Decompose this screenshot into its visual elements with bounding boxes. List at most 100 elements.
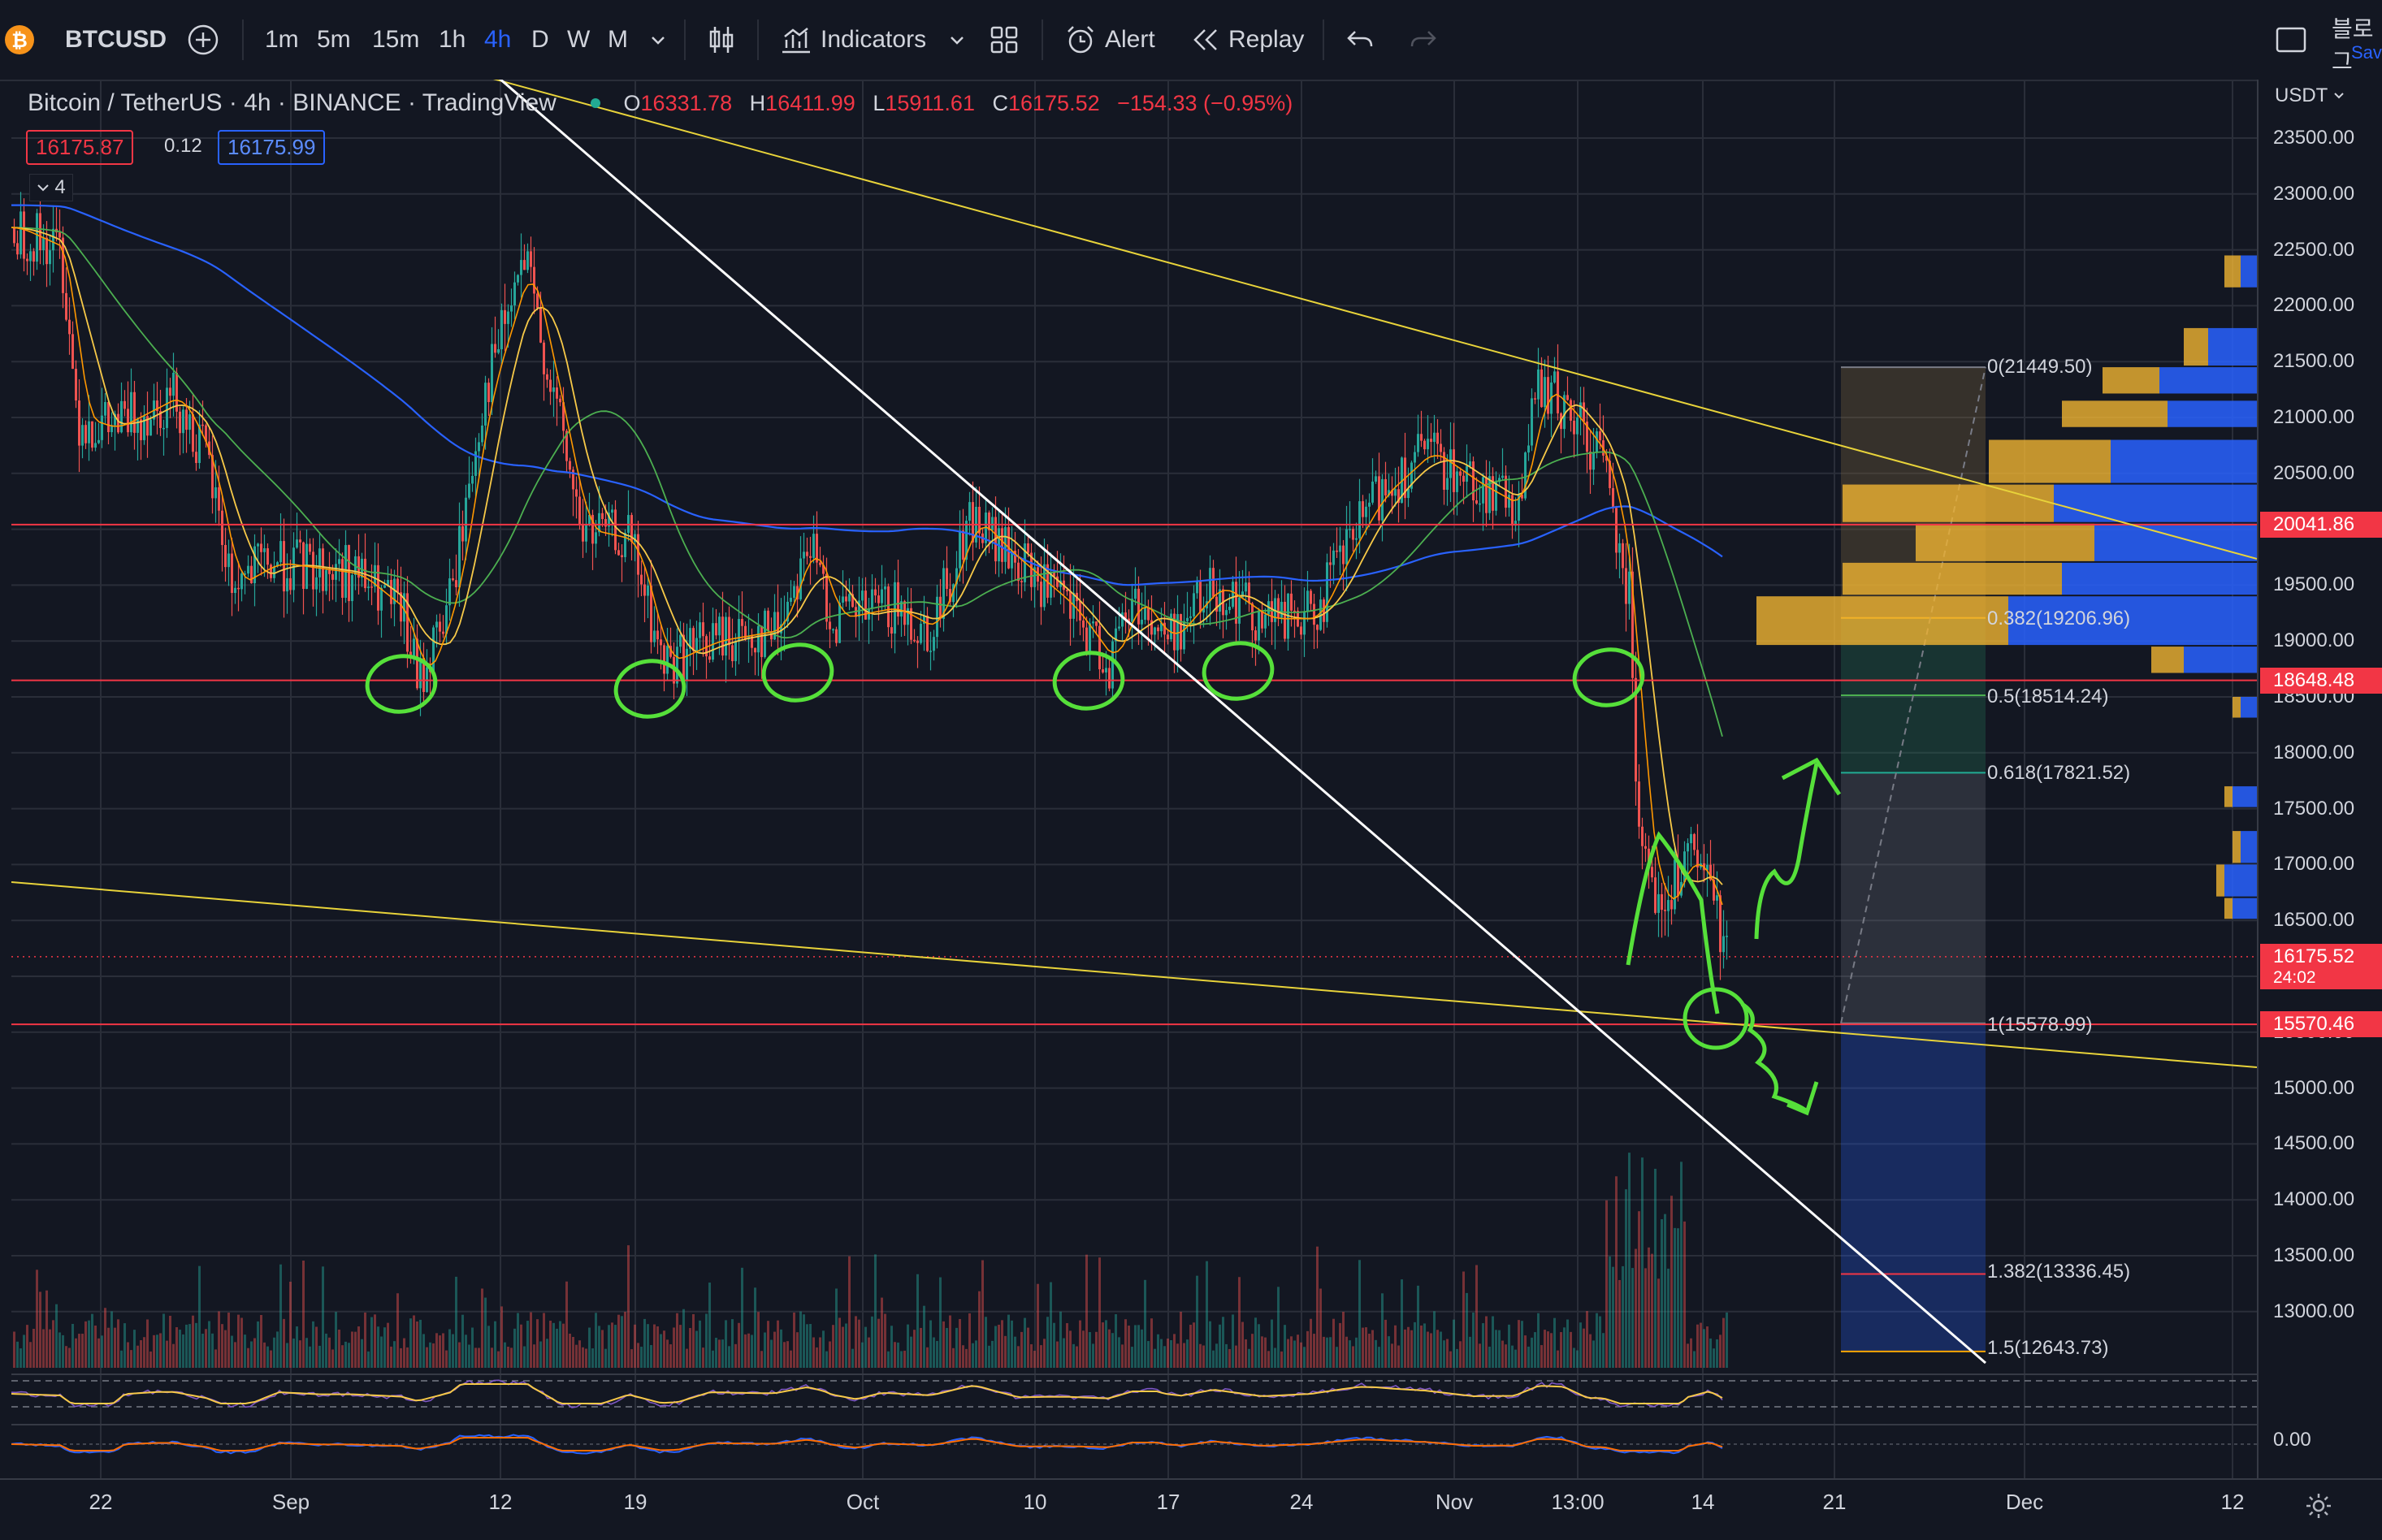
volume-bar (816, 1347, 818, 1368)
bid-price-badge[interactable]: 16175.87 (26, 130, 134, 165)
redo-button[interactable] (1409, 0, 1438, 80)
candle-body (946, 568, 948, 590)
candle-body (335, 564, 337, 580)
volume-bar (1134, 1325, 1137, 1368)
candle-body (1722, 936, 1725, 953)
volume-bar (1677, 1228, 1679, 1368)
candle-body (1241, 591, 1244, 598)
blog-label[interactable]: 블로그 (2332, 16, 2374, 74)
volume-bar (130, 1350, 132, 1368)
volume-bar (107, 1327, 110, 1368)
volume-bar (279, 1264, 282, 1368)
volume-bar (894, 1342, 896, 1368)
volume-bar (1248, 1348, 1250, 1368)
tab-1m[interactable]: 1m (265, 0, 299, 80)
replay-button[interactable]: Replay (1191, 0, 1304, 80)
candle-body (1368, 502, 1371, 507)
tab-w[interactable]: W (567, 0, 590, 80)
chart-title: Bitcoin / TetherUS · 4h · BINANCE · Trad… (28, 89, 557, 116)
candle-body (1440, 443, 1442, 452)
volume-bar (1498, 1330, 1501, 1368)
price-chart[interactable] (11, 71, 2258, 1478)
candle-body (192, 414, 194, 452)
price-marker-badge[interactable]: 16175.52 24:02 (2260, 943, 2382, 989)
alert-label: Alert (1105, 26, 1155, 53)
candle-body (484, 383, 487, 426)
price-tick-label: 14000.00 (2273, 1188, 2355, 1211)
chart-pane[interactable]: Bitcoin / TetherUS · 4h · BINANCE · Trad… (11, 71, 2258, 1478)
currency-selector[interactable]: USDT (2275, 84, 2345, 107)
volume-bar (1313, 1334, 1315, 1368)
tab-m[interactable]: M (608, 0, 628, 80)
ask-price-badge[interactable]: 16175.99 (218, 130, 326, 165)
tab-5m[interactable]: 5m (317, 0, 351, 80)
price-marker-badge[interactable]: 18648.48 (2260, 667, 2382, 694)
price-marker-badge[interactable]: 20041.86 (2260, 511, 2382, 538)
candle-body (1105, 668, 1107, 673)
candle-body (543, 342, 545, 374)
candle-body (91, 421, 93, 448)
volume-bar (49, 1329, 51, 1368)
candle-body (266, 548, 269, 565)
candle-body (1098, 625, 1101, 670)
undo-button[interactable] (1345, 0, 1375, 80)
volume-bar (1391, 1343, 1393, 1368)
volume-bar (123, 1323, 126, 1368)
time-tick-label: 10 (1023, 1490, 1047, 1514)
volume-bar (1674, 1227, 1676, 1368)
volume-bar (283, 1318, 285, 1368)
indicators-dropdown-button[interactable] (947, 0, 967, 80)
price-axis[interactable]: USDT 23500.00 23000.00 22500.00 22000.00 215… (2257, 80, 2382, 1478)
candle-body (1628, 571, 1631, 604)
volume-bar (585, 1348, 587, 1368)
timeframe-dropdown-button[interactable] (648, 0, 668, 80)
volume-bar (234, 1342, 236, 1368)
candle-body (1196, 581, 1198, 594)
candle-body (575, 489, 578, 497)
candle-body (744, 625, 747, 640)
tab-1h[interactable]: 1h (439, 0, 466, 80)
volume-bar (1358, 1260, 1361, 1368)
volume-profile-bar (2233, 697, 2241, 718)
volume-bar (1082, 1330, 1085, 1368)
volume-bar (1219, 1324, 1221, 1368)
candle-body (1696, 850, 1699, 867)
layout-templates-button[interactable] (990, 0, 1019, 80)
tab-15m[interactable]: 15m (372, 0, 419, 80)
candle-body (1459, 471, 1462, 476)
indicators-button[interactable]: Indicators (780, 0, 926, 80)
volume-bar (231, 1335, 233, 1368)
chart-type-button[interactable] (707, 0, 736, 80)
candle-body (1547, 377, 1549, 414)
save-label[interactable]: Save (2351, 42, 2382, 63)
compare-add-button[interactable] (187, 0, 219, 80)
candle-body (120, 400, 123, 433)
fullscreen-button[interactable] (2275, 0, 2307, 80)
tab-w-label: W (567, 26, 591, 53)
time-axis[interactable]: 22 Sep 12 19 Oct 10 17 24 Nov 13:00 14 21 Dec 12 (0, 1478, 2382, 1540)
candle-body (825, 573, 828, 622)
tab-d[interactable]: D (531, 0, 549, 80)
volume-bar (1115, 1314, 1117, 1368)
price-marker-badge[interactable]: 15570.46 (2260, 1011, 2382, 1038)
candle-body (591, 514, 594, 544)
volume-bar (640, 1347, 643, 1368)
volume-bar (1589, 1334, 1592, 1368)
candle-body (500, 309, 503, 349)
indicators-collapse-toggle[interactable]: 4 (29, 174, 73, 201)
candle-body (1472, 461, 1475, 501)
candle-body (968, 502, 971, 521)
window-icon (2276, 27, 2306, 53)
symbol-search-button[interactable]: BTCUSD (65, 0, 167, 80)
alert-button[interactable]: Alert (1064, 0, 1155, 80)
tab-4h[interactable]: 4h (484, 0, 511, 80)
candle-body (760, 625, 763, 657)
candle-body (221, 510, 223, 545)
candle-body (816, 534, 818, 563)
candle-body (1154, 627, 1156, 635)
volume-bar (143, 1337, 145, 1368)
candle-body (916, 640, 919, 643)
chart-settings-button[interactable] (2304, 1491, 2333, 1525)
candle-body (942, 568, 945, 619)
volume-profile-bar (2062, 400, 2168, 427)
